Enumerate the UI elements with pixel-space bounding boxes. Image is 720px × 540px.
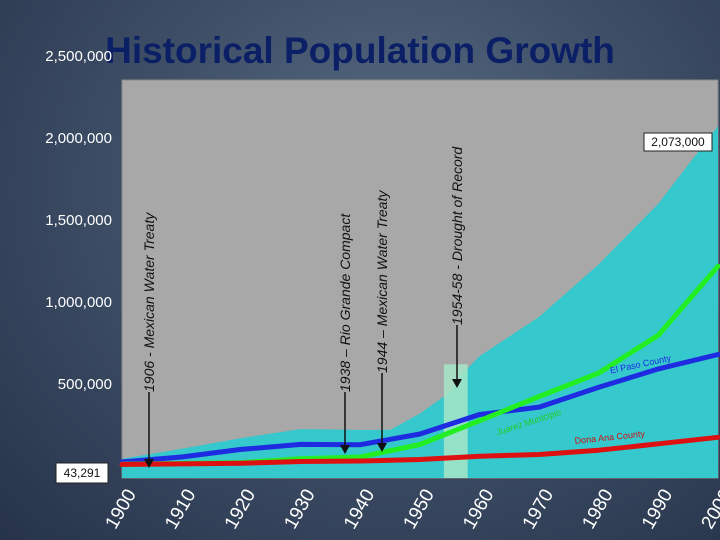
start-value-box xyxy=(55,462,109,484)
event-arrowhead-2 xyxy=(377,443,387,452)
x-tick-label: 1960 xyxy=(459,486,498,533)
x-tick-label: 1900 xyxy=(102,486,141,533)
event-label-1: 1938 – Rio Grande Compact xyxy=(337,213,353,392)
event-label-3: 1954-58 - Drought of Record xyxy=(449,146,465,325)
end-value-box xyxy=(643,132,713,152)
y-tick-label: 2,000,000 xyxy=(45,130,112,147)
event-label-0: 1906 - Mexican Water Treaty xyxy=(141,212,157,392)
event-arrowhead-1 xyxy=(340,445,350,454)
x-tick-label: 1970 xyxy=(519,486,558,533)
series-line-0 xyxy=(119,352,720,465)
total-population-area xyxy=(122,126,718,478)
x-tick-label: 1980 xyxy=(578,486,617,533)
x-tick-label: 1920 xyxy=(221,486,260,533)
series-line-2 xyxy=(119,434,720,467)
y-tick-label: 1,500,000 xyxy=(45,212,112,229)
x-tick-label: 1930 xyxy=(280,486,319,533)
event-arrowhead-0 xyxy=(144,459,154,468)
event-arrowhead-3 xyxy=(452,379,462,388)
event-label-2: 1944 – Mexican Water Treaty xyxy=(374,190,390,373)
x-tick-label: 2000 xyxy=(698,486,720,533)
chart-title: Historical Population Growth xyxy=(105,30,615,71)
y-tick-label: 500,000 xyxy=(58,376,112,393)
end-value-label: 2,073,000 xyxy=(651,135,705,149)
x-tick-label: 1940 xyxy=(340,486,379,533)
x-tick-label: 1950 xyxy=(400,486,439,533)
start-value-label: 43,291 xyxy=(64,466,101,480)
x-tick-label: 1990 xyxy=(638,486,677,533)
y-tick-label: 1,000,000 xyxy=(45,294,112,311)
y-tick-label: 2,500,000 xyxy=(45,48,112,65)
x-tick-label: 1910 xyxy=(161,486,200,533)
